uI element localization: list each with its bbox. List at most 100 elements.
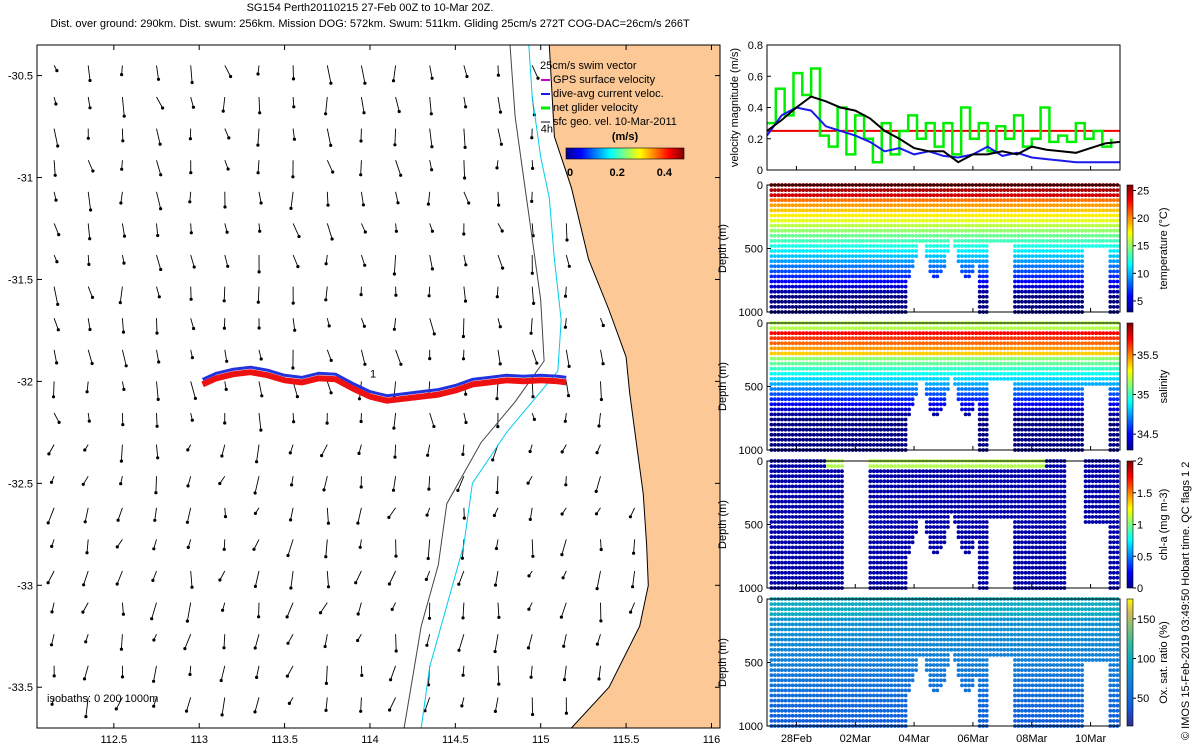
section-datapoint [797,274,802,279]
section-datapoint [949,361,954,366]
section-datapoint [829,244,834,248]
section-datapoint [1048,193,1053,198]
section-datapoint [861,412,866,417]
current-vector [393,381,397,396]
current-vector [257,128,260,146]
section-datapoint [900,382,904,386]
section-datapoint [794,264,798,269]
section-datapoint [900,289,904,294]
section-datapoint [769,274,774,279]
section-datapoint [1090,233,1095,238]
current-vector-head [291,175,295,179]
section-datapoint [794,351,798,356]
section-datapoint [776,223,781,228]
section-datapoint [1044,356,1049,361]
section-datapoint [868,203,873,208]
section-datapoint [854,356,858,361]
section-datapoint [829,366,834,371]
section-datapoint [1009,341,1014,346]
section-datapoint [960,366,964,371]
section-datapoint [843,407,848,412]
section-datapoint [946,341,950,346]
section-datapoint [1062,443,1067,447]
section-datapoint [1094,218,1099,223]
section-datapoint [967,382,971,386]
section-datapoint [893,336,897,341]
section-datapoint [801,427,806,432]
section-datapoint [1073,203,1077,208]
current-vector-head [50,702,54,706]
section-datapoint [896,366,901,371]
section-datapoint [1037,371,1042,376]
section-datapoint [773,264,777,269]
section-datapoint [790,371,795,376]
current-vector-head [428,357,432,361]
section-datapoint [931,346,936,351]
section-datapoint [1013,371,1017,376]
section-datapoint [815,422,820,427]
section-datapoint [773,387,777,391]
section-datapoint [981,427,986,432]
section-datapoint [871,249,876,253]
section-datapoint [1041,198,1046,203]
section-datapoint [1013,412,1017,417]
section-datapoint [1083,188,1088,193]
section-datapoint [949,233,954,238]
current-vector [395,634,397,652]
section-datapoint [850,228,855,233]
section-datapoint [939,336,943,341]
section-datapoint [1101,213,1106,218]
section-datapoint [847,305,851,309]
section-datapoint [931,407,936,412]
section-datapoint [829,274,834,279]
section-datapoint [882,412,887,417]
section-datapoint [822,218,827,223]
section-datapoint [893,412,897,417]
section-datapoint [917,341,922,346]
section-datapoint [790,203,795,208]
section-datapoint [886,294,890,299]
section-datapoint [949,193,954,198]
section-datapoint [804,351,809,356]
section-datapoint [1034,233,1039,238]
current-vector-head [49,480,54,484]
section-datapoint [886,331,890,336]
section-datapoint [818,382,823,386]
section-datapoint [1076,218,1081,223]
current-vector-head [399,173,403,177]
section-datapoint [999,331,1003,336]
section-datapoint [939,264,943,269]
section-datapoint [1051,407,1056,412]
section-datapoint [939,351,943,356]
section-datapoint [886,361,890,366]
section-datapoint [889,233,894,238]
section-datapoint [1037,233,1042,238]
section-datapoint [854,392,858,396]
section-datapoint [928,193,933,198]
section-datapoint [868,377,873,381]
current-vector [360,96,365,113]
section-datapoint [928,392,933,396]
section-datapoint [804,361,809,366]
section-datapoint [921,188,926,193]
section-datapoint [826,432,830,437]
section-datapoint [1051,356,1056,361]
current-vector-head [82,583,86,587]
current-vector [156,128,161,145]
section-datapoint [1034,259,1039,264]
section-datapoint [903,366,908,371]
section-datapoint [822,366,827,371]
section-datapoint [970,356,975,361]
section-datapoint [840,274,844,279]
section-datapoint [900,259,904,264]
section-datapoint [840,254,844,258]
section-datapoint [984,361,989,366]
section-datapoint [833,284,837,289]
section-datapoint [857,233,862,238]
section-datapoint [928,223,933,228]
section-datapoint [1059,188,1063,193]
current-vector-head [329,391,333,395]
section-datapoint [1034,397,1039,402]
section-datapoint [878,188,883,193]
current-vector-head [152,638,156,642]
